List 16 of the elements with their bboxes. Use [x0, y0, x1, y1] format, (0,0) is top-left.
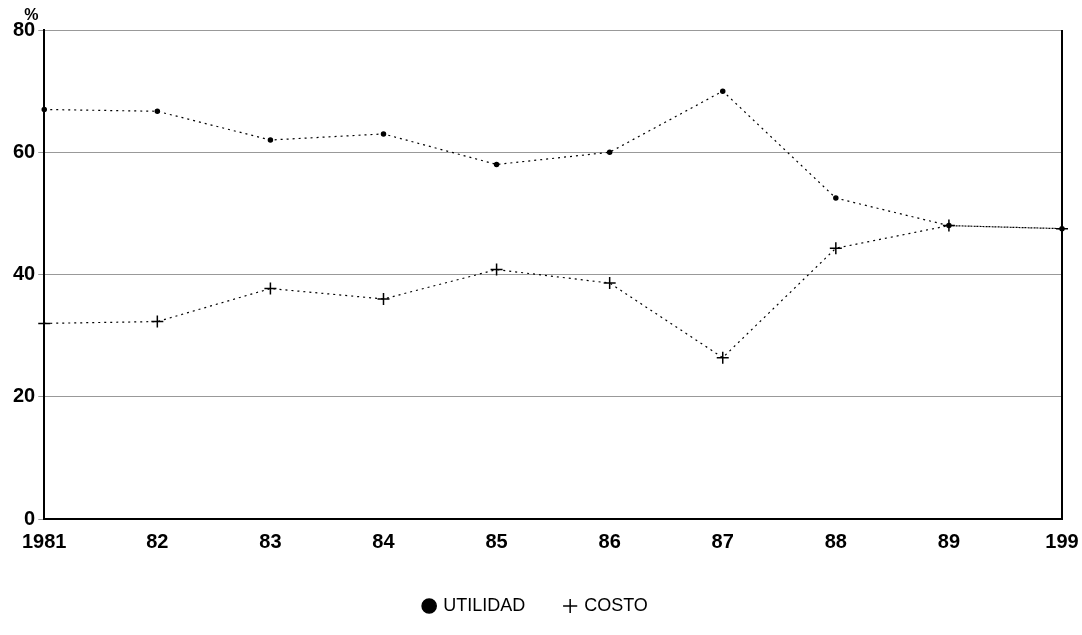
- y-tick-label: 60: [13, 139, 36, 162]
- y-tick-label: 20: [13, 384, 36, 407]
- x-tick-label: 85: [485, 529, 508, 552]
- y-tick-label: 40: [13, 262, 36, 285]
- y-tick-label: 0: [24, 506, 36, 529]
- x-tick-label: 1981: [22, 529, 67, 552]
- x-tick-label: 87: [711, 529, 734, 552]
- x-tick-label: 82: [146, 529, 169, 552]
- x-tick-label: 84: [372, 529, 396, 552]
- x-tick-label: 86: [598, 529, 621, 552]
- x-tick-label: 199: [1045, 529, 1079, 552]
- legend-label: UTILIDAD: [443, 594, 526, 615]
- x-tick-label: 88: [824, 529, 847, 552]
- legend-label: COSTO: [584, 594, 648, 615]
- x-tick-label: 89: [937, 529, 961, 552]
- x-tick-label: 83: [259, 529, 282, 552]
